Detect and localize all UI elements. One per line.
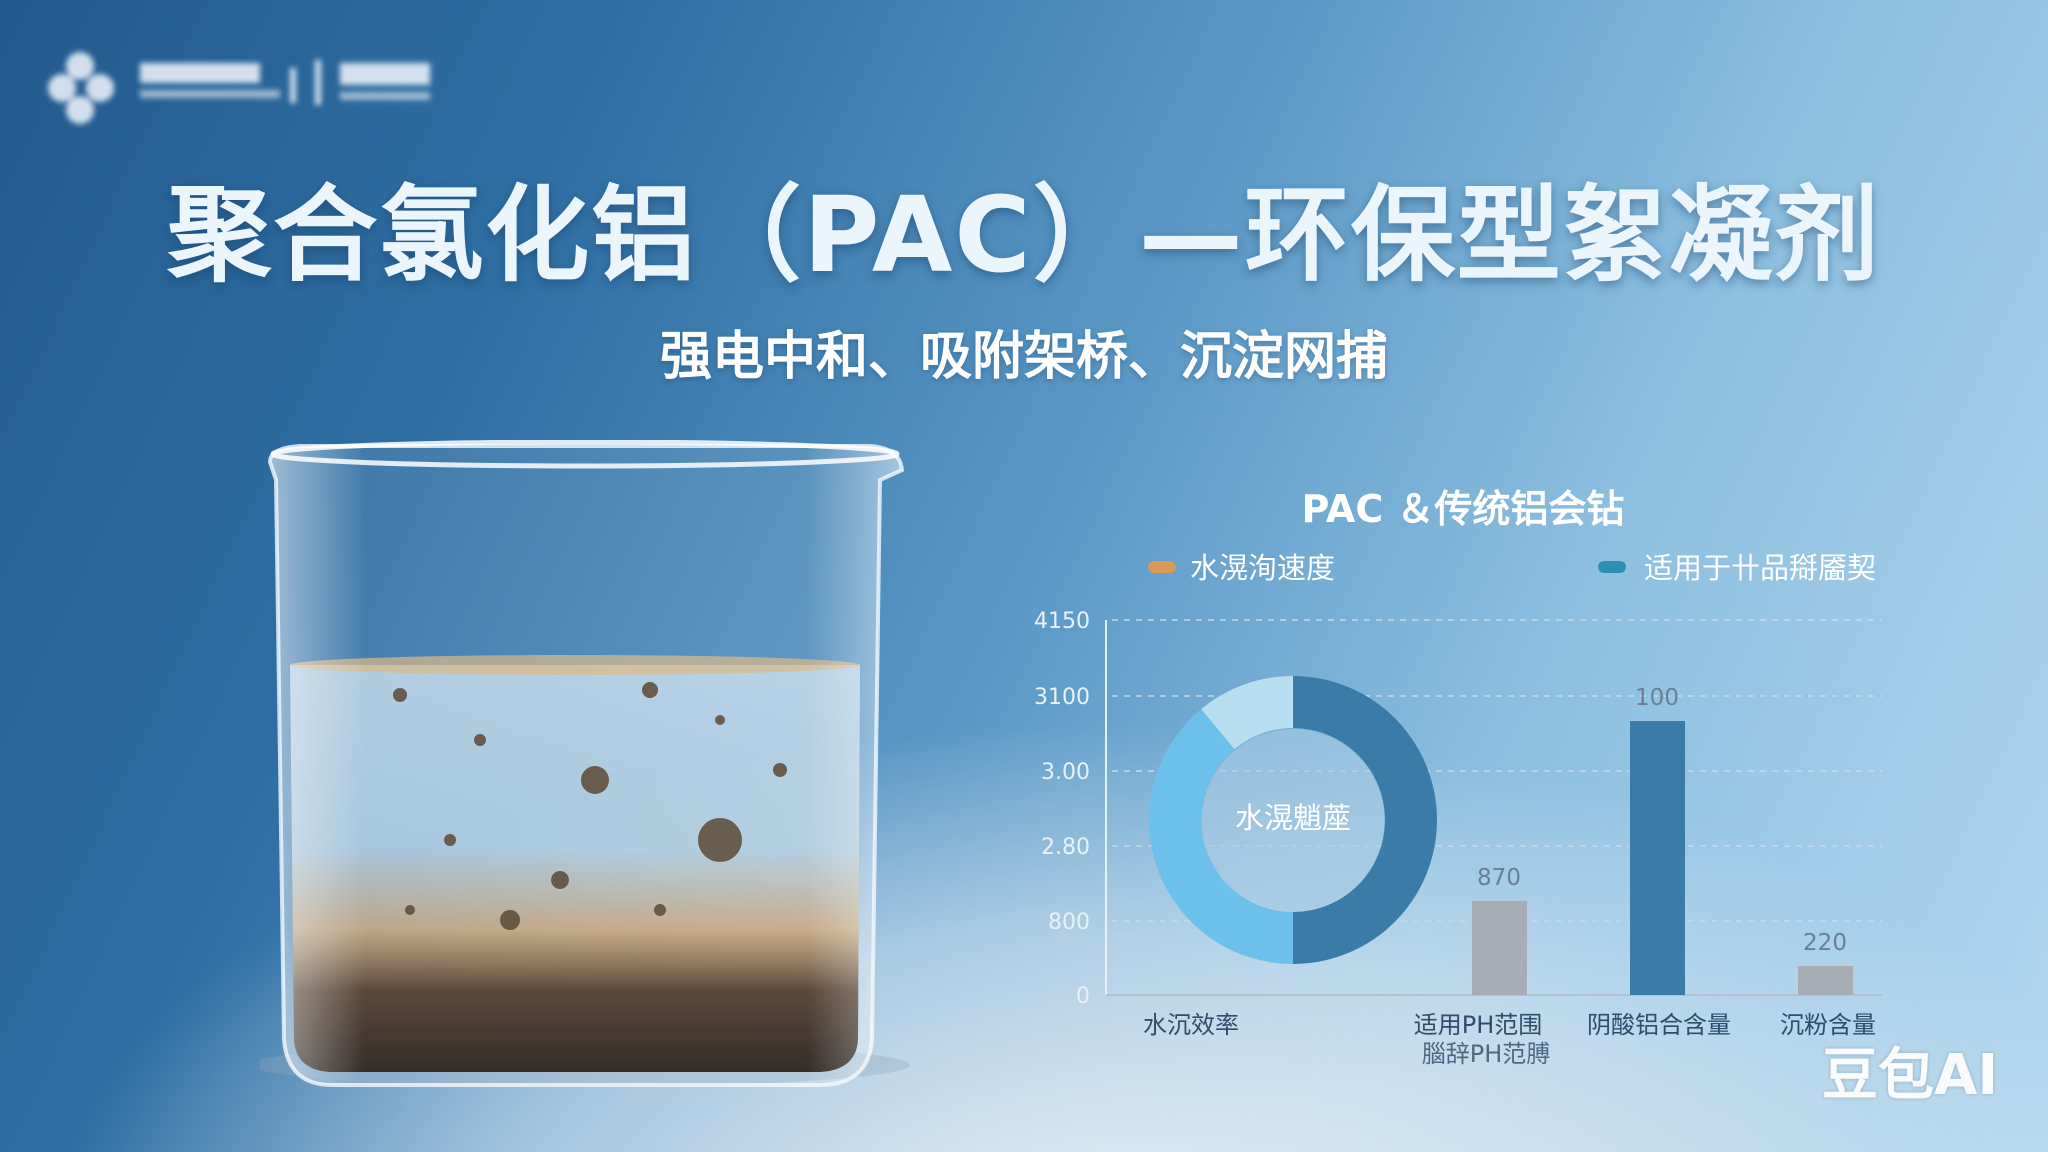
legend-swatch-orange	[1148, 561, 1176, 573]
y-tick-label: 800	[1048, 910, 1090, 935]
donut-center-label: 水滉魈蓙	[1235, 801, 1351, 835]
y-tick-label: 3.00	[1041, 760, 1090, 785]
donut-hole	[1202, 729, 1384, 911]
y-tick-label: 0	[1076, 984, 1090, 1009]
legend: 水滉洵速度 适用于卄品搿靥契	[1148, 551, 1876, 585]
page-subtitle: 强电中和、吸附架桥、沉淀网捕	[659, 327, 1388, 387]
donut-segment	[1293, 676, 1437, 964]
legend-label: 适用于卄品搿靥契	[1644, 551, 1876, 585]
watermark: 豆包AI	[1822, 1043, 1999, 1108]
page-title: 聚合氯化铝（PAC）—环保型絮凝剂	[167, 174, 1881, 296]
beaker-image	[260, 440, 910, 1087]
donut-segment	[1201, 676, 1293, 750]
x-tick-label: 水沉效率	[1143, 1011, 1239, 1039]
x-tick-label: 阴酸铝合含量	[1587, 1011, 1731, 1039]
x-tick-label: 适用PH范围	[1414, 1011, 1543, 1039]
bar	[1630, 721, 1685, 995]
bar-value-label: 870	[1477, 865, 1521, 891]
bar	[1472, 901, 1527, 995]
y-tick-label: 2.80	[1041, 835, 1090, 860]
x-tick-sublabel: 腦辞PH范膊	[1422, 1040, 1551, 1068]
y-tick-label: 4150	[1034, 609, 1090, 634]
x-tick-label: 沉粉含量	[1780, 1011, 1876, 1039]
company-logo	[48, 52, 430, 124]
bar	[1798, 966, 1853, 995]
chart-title: PAC ＆传统铝会钻	[1302, 487, 1625, 531]
legend-label: 水滉洵速度	[1190, 551, 1335, 585]
donut-segment	[1148, 709, 1293, 964]
bar-value-label: 100	[1635, 685, 1679, 711]
bar-value-label: 220	[1803, 930, 1847, 956]
legend-swatch-teal	[1598, 561, 1626, 573]
y-tick-label: 3100	[1034, 685, 1090, 710]
